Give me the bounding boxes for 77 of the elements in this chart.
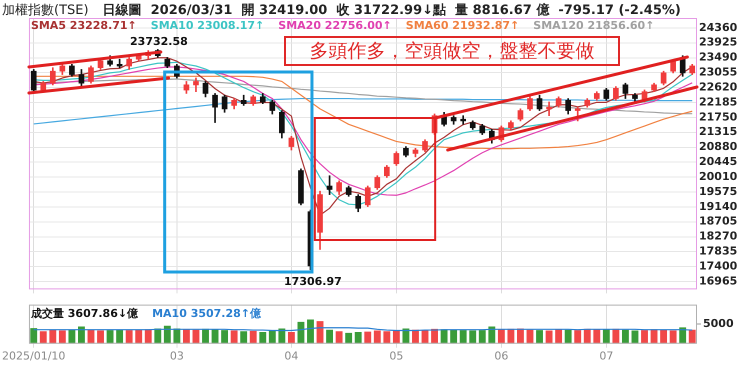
bar — [182, 329, 190, 344]
x-tick-label: 03 — [170, 349, 184, 362]
y-tick-label: 21750 — [699, 110, 738, 124]
y-tick-label: 20445 — [699, 155, 738, 168]
bar — [212, 329, 218, 344]
bar — [288, 332, 295, 344]
bar — [230, 330, 238, 344]
bar — [298, 322, 304, 344]
bar — [116, 330, 124, 344]
y-tick-label: 17835 — [699, 244, 738, 258]
bar — [602, 329, 610, 344]
bar — [498, 329, 505, 344]
y-tick-label: 22620 — [699, 80, 738, 94]
bar — [58, 330, 66, 344]
x-tick-label: 06 — [494, 349, 508, 362]
chart-subtitle: 日線圖 2026/03/31 開 32419.00 收 31722.99↓點 量 8816.67 億 -795.17 (-2.45%) — [102, 3, 681, 18]
y-tick-label: 21315 — [699, 125, 738, 138]
bar — [88, 330, 94, 344]
bar — [526, 330, 534, 344]
y-tick-label: 18270 — [699, 230, 738, 243]
y-tick-label: 20010 — [699, 170, 738, 183]
bar — [412, 330, 419, 344]
chart-title: 加權指數(TSE) — [2, 3, 89, 18]
bar — [221, 330, 228, 344]
bar — [670, 330, 677, 344]
y-tick-label: 18705 — [699, 214, 738, 228]
bar — [536, 330, 543, 344]
bar — [564, 330, 572, 344]
text: SMA20 22756.00↑ — [278, 19, 392, 32]
bar — [192, 330, 200, 344]
series-label: MA10 3507.28↑億 — [152, 306, 262, 321]
bar — [422, 330, 428, 344]
bar — [106, 330, 114, 344]
bar — [97, 330, 104, 344]
annotation: 17306.97 — [284, 275, 342, 288]
x-tick-label: 04 — [284, 349, 298, 362]
bar — [126, 330, 133, 344]
y-tick-label: 17400 — [699, 259, 738, 272]
text: SMA5 23228.71↑ — [30, 19, 137, 32]
bar — [364, 332, 372, 344]
y-tick-label: 22185 — [699, 95, 738, 108]
y-tick-label: 19575 — [699, 184, 738, 198]
bar — [326, 330, 334, 344]
x-tick-label: 07 — [599, 349, 614, 362]
annotation: 23732.58 — [130, 35, 188, 48]
bar — [632, 330, 638, 344]
bar — [345, 332, 352, 344]
bar — [316, 321, 324, 344]
text: SMA60 21932.87↑ — [406, 19, 520, 32]
series-label: 成交量 3607.86↓億 — [30, 306, 138, 321]
bar — [383, 331, 390, 344]
y-tick-label: 24360 — [699, 20, 738, 34]
y-tick-label: 20880 — [699, 140, 738, 154]
y-tick-label: 23925 — [699, 36, 738, 49]
bar — [68, 330, 76, 344]
x-tick-label: 05 — [389, 349, 404, 362]
bar — [622, 330, 629, 344]
annotation: 多頭作多，空頭做空，盤整不要做 — [284, 36, 620, 66]
bar — [307, 319, 314, 344]
bar — [278, 328, 286, 344]
y-tick-label: 23055 — [699, 66, 738, 79]
bar — [555, 329, 562, 344]
bar — [336, 331, 343, 344]
bar — [240, 331, 248, 344]
bar — [402, 328, 410, 344]
bar — [641, 330, 648, 344]
bar — [450, 330, 458, 344]
bar — [460, 330, 467, 344]
y-tick-label: 16965 — [699, 274, 738, 288]
text: SMA120 21856.60↑ — [533, 19, 654, 32]
x-tick-label: 2025/01/10 — [2, 349, 66, 362]
y-tick-label: 5000 — [703, 317, 734, 330]
bar — [660, 330, 668, 344]
y-tick-label: 19140 — [699, 200, 738, 213]
y-tick-label: 23490 — [699, 50, 738, 64]
text: SMA10 23008.17↑ — [150, 19, 264, 32]
bar — [546, 330, 553, 344]
